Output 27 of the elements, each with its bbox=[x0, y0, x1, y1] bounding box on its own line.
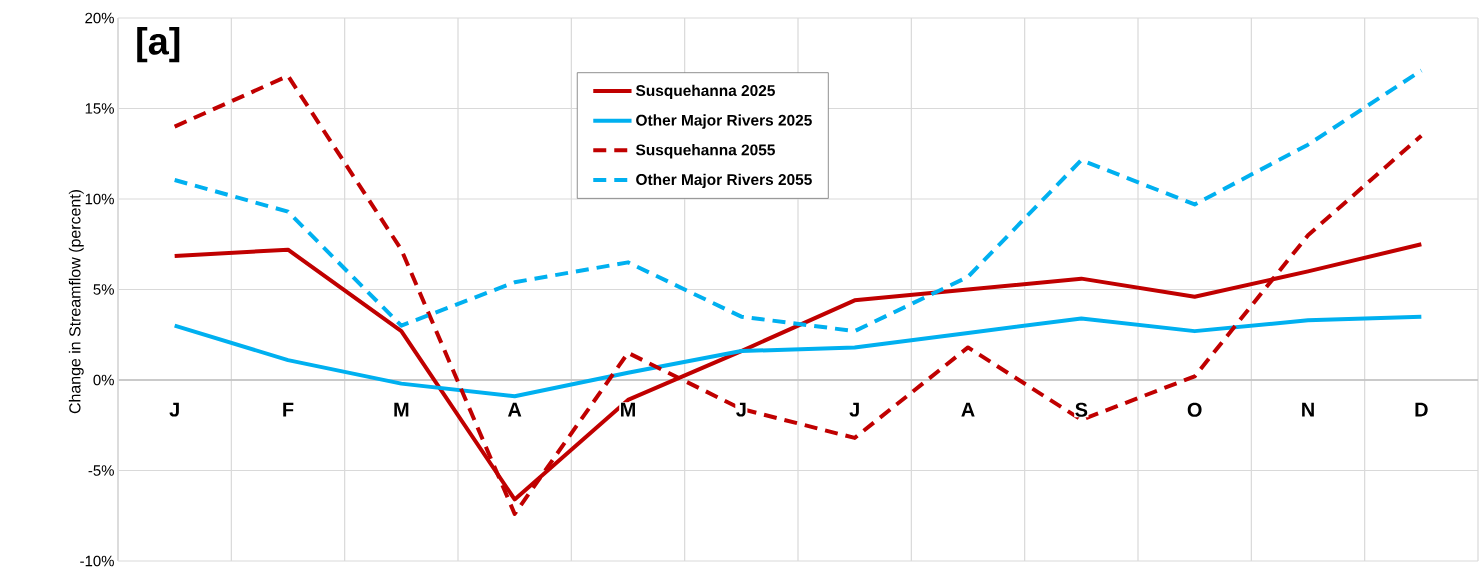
x-tick-label: J bbox=[169, 402, 179, 417]
y-tick-label: 15% bbox=[85, 103, 114, 114]
x-tick-label: O bbox=[1187, 402, 1202, 417]
y-tick-label: -10% bbox=[80, 555, 114, 567]
legend-label: Susquehanna 2025 bbox=[635, 84, 775, 100]
x-tick-label: J bbox=[849, 402, 859, 417]
x-tick-label: M bbox=[394, 402, 409, 417]
line-series bbox=[172, 68, 1424, 334]
x-tick-label: A bbox=[961, 402, 975, 417]
y-tick-label: 5% bbox=[93, 284, 114, 295]
x-tick-label: F bbox=[283, 402, 294, 417]
y-tick-label: -5% bbox=[88, 465, 114, 476]
y-tick-label: 20% bbox=[85, 12, 114, 24]
legend-label: Susquehanna 2055 bbox=[635, 144, 775, 159]
x-tick-label: D bbox=[1415, 402, 1428, 417]
legend-label: Other Major Rivers 2025 bbox=[636, 114, 812, 129]
x-tick-label: M bbox=[621, 402, 635, 417]
legend-label: Other Major Rivers 2055 bbox=[636, 173, 812, 189]
y-tick-label: 0% bbox=[93, 374, 114, 386]
x-tick-label: S bbox=[1075, 402, 1088, 417]
x-tick-label: A bbox=[507, 402, 522, 417]
annotation: [a] bbox=[137, 26, 180, 63]
x-tick-label: N bbox=[1302, 402, 1314, 417]
y-axis-title: Change in Streamflow (percent) bbox=[68, 190, 84, 414]
y-tick-label: 10% bbox=[85, 193, 114, 205]
line-series bbox=[172, 314, 1424, 399]
x-tick-label: J bbox=[736, 402, 746, 417]
